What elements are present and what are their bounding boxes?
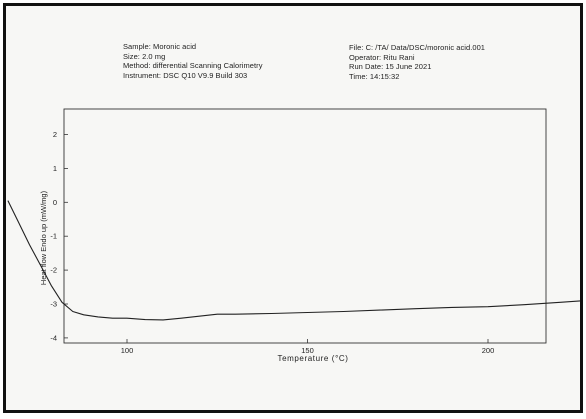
heat-flow-curve <box>7 200 580 321</box>
x-tick-label: 200 <box>482 346 495 355</box>
series-group <box>7 200 580 321</box>
size-value: 2.0 mg <box>142 51 166 61</box>
plot-frame <box>63 108 547 344</box>
x-tick-label: 100 <box>121 346 134 355</box>
y-tick-label: -4 <box>50 333 57 342</box>
operator-value: Ritu Rani <box>383 52 415 62</box>
time-line: Time: 14:15:32 <box>349 71 400 81</box>
method-line: Method: differential Scanning Calorimetr… <box>123 61 263 71</box>
y-tick-label: -3 <box>50 300 57 309</box>
sample-value: Moronic acid <box>153 42 197 51</box>
sample-info: Sample: Moronic acid Size: 2.0 mg Method… <box>123 42 263 80</box>
time-value: 14:15:32 <box>369 71 400 81</box>
file-value: C: /TA/ Data/DSC/moronic acid.001 <box>365 43 486 52</box>
run-info: File: C: /TA/ Data/DSC/moronic acid.001 … <box>349 43 485 81</box>
y-tick-label: 2 <box>53 130 57 139</box>
sample-line: Sample: Moronic acid <box>123 42 197 51</box>
file-line: File: C: /TA/ Data/DSC/moronic acid.001 <box>349 43 486 52</box>
x-tick-label: 150 <box>301 346 314 355</box>
operator-line: Operator: Ritu Rani <box>349 52 415 62</box>
x-axis-label: Temperature (°C) <box>277 354 348 363</box>
size-line: Size: 2.0 mg <box>123 51 166 61</box>
run-date-line: Run Date: 15 June 2021 <box>349 62 432 72</box>
y-tick-label: -1 <box>50 232 57 241</box>
y-axis: -4 -3 -2 -1 0 1 2 <box>50 130 68 342</box>
run-date-value: 15 June 2021 <box>385 62 432 72</box>
instrument-value: DSC Q10 V9.9 Build 303 <box>163 70 248 80</box>
y-axis-label: Heat flow Endo up (mW/mg) <box>39 190 48 285</box>
y-tick-label: 0 <box>53 198 57 207</box>
dsc-report-page: Sample: Moronic acid Size: 2.0 mg Method… <box>3 3 583 413</box>
y-tick-label: -2 <box>50 266 57 275</box>
instrument-line: Instrument: DSC Q10 V9.9 Build 303 <box>123 70 248 80</box>
x-axis: 100150200250300 <box>121 339 495 355</box>
method-value: differential Scanning Calorimetry <box>152 61 263 71</box>
y-tick-label: 1 <box>53 164 57 173</box>
